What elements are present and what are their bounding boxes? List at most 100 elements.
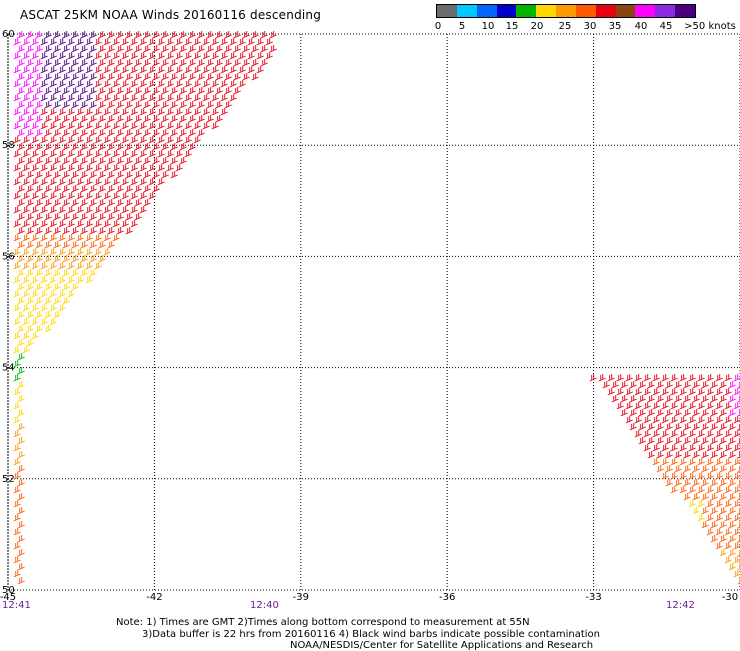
wind-barb xyxy=(719,437,727,445)
wind-barb xyxy=(134,31,142,39)
wind-barb xyxy=(679,486,687,494)
wind-barb xyxy=(17,227,25,235)
wind-barb xyxy=(661,444,669,452)
wind-barb xyxy=(175,38,183,46)
legend-label: 30 xyxy=(583,21,597,32)
wind-barb xyxy=(94,192,102,200)
wind-barb xyxy=(98,199,106,207)
legend-swatch xyxy=(456,5,477,17)
wind-barb xyxy=(643,388,651,396)
wind-barb xyxy=(49,136,57,144)
wind-barb xyxy=(193,94,201,102)
footer-credit: NOAA/NESDIS/Center for Satellite Applica… xyxy=(290,640,594,651)
wind-barb xyxy=(40,234,48,242)
wind-barb xyxy=(67,94,75,102)
wind-barb xyxy=(103,150,111,158)
wind-barb xyxy=(49,262,57,270)
wind-barb xyxy=(35,311,43,319)
wind-barb xyxy=(121,80,129,88)
wind-barb xyxy=(13,374,21,382)
wind-barb xyxy=(17,31,25,39)
legend-swatch xyxy=(615,5,636,17)
wind-barb xyxy=(13,458,21,466)
wind-barb xyxy=(656,465,664,473)
wind-barb xyxy=(112,234,120,242)
wind-barb xyxy=(179,45,187,53)
wind-barb xyxy=(31,332,39,340)
wind-barb xyxy=(724,472,732,480)
wind-barb xyxy=(143,199,151,207)
wind-barb xyxy=(670,430,678,438)
wind-barb xyxy=(17,395,25,403)
wind-barb xyxy=(130,52,138,60)
wind-barb xyxy=(134,45,142,53)
wind-barb xyxy=(58,108,66,116)
wind-barb xyxy=(112,136,120,144)
wind-barb xyxy=(728,465,736,473)
wind-barb xyxy=(35,171,43,179)
wind-barb xyxy=(121,94,129,102)
wind-barb xyxy=(53,157,61,165)
wind-barb xyxy=(683,423,691,431)
wind-barb xyxy=(674,437,682,445)
wind-barb xyxy=(116,115,124,123)
wind-barb xyxy=(143,185,151,193)
wind-barb xyxy=(616,388,624,396)
wind-barb xyxy=(125,157,133,165)
wind-barb xyxy=(710,381,718,389)
wind-barb xyxy=(715,542,723,550)
wind-barb xyxy=(76,66,84,74)
wind-barb xyxy=(125,45,133,53)
wind-barb xyxy=(17,241,25,249)
wind-barb xyxy=(679,402,687,410)
wind-barb xyxy=(107,227,115,235)
footer-note-line1: Note: 1) Times are GMT 2)Times along bot… xyxy=(116,617,530,628)
wind-barb xyxy=(688,486,696,494)
wind-barb xyxy=(233,31,241,39)
wind-barb xyxy=(13,150,21,158)
wind-barb xyxy=(143,129,151,137)
wind-barb xyxy=(13,290,21,298)
wind-barb xyxy=(139,192,147,200)
wind-barb xyxy=(17,73,25,81)
wind-barb xyxy=(719,521,727,529)
wind-barb xyxy=(17,325,25,333)
wind-barb xyxy=(175,94,183,102)
wind-barb xyxy=(116,129,124,137)
wind-barb xyxy=(13,248,21,256)
wind-barb xyxy=(125,59,133,67)
wind-barb xyxy=(98,45,106,53)
wind-barb xyxy=(733,444,740,452)
wind-barb xyxy=(134,59,142,67)
wind-barb xyxy=(211,80,219,88)
wind-barb xyxy=(625,388,633,396)
wind-barb xyxy=(625,402,633,410)
wind-barb xyxy=(85,262,93,270)
wind-barb xyxy=(247,38,255,46)
wind-barb xyxy=(238,38,246,46)
wind-barb xyxy=(13,542,21,550)
wind-barb xyxy=(22,66,30,74)
wind-barb xyxy=(116,171,124,179)
wind-barb xyxy=(116,213,124,221)
wind-barb xyxy=(733,388,740,396)
wind-barb xyxy=(40,94,48,102)
wind-barb xyxy=(697,388,705,396)
wind-barb xyxy=(58,262,66,270)
wind-barb xyxy=(202,66,210,74)
wind-barb xyxy=(179,129,187,137)
wind-barb xyxy=(620,381,628,389)
wind-barb xyxy=(13,388,21,396)
wind-barb xyxy=(53,185,61,193)
wind-barb xyxy=(629,381,637,389)
wind-barb xyxy=(125,185,133,193)
wind-barb xyxy=(13,52,21,60)
wind-barb xyxy=(193,38,201,46)
wind-barb xyxy=(679,444,687,452)
wind-barb xyxy=(251,59,259,67)
wind-barb xyxy=(26,115,34,123)
wind-barb xyxy=(22,122,30,130)
wind-barb xyxy=(40,220,48,228)
wind-barb xyxy=(67,234,75,242)
